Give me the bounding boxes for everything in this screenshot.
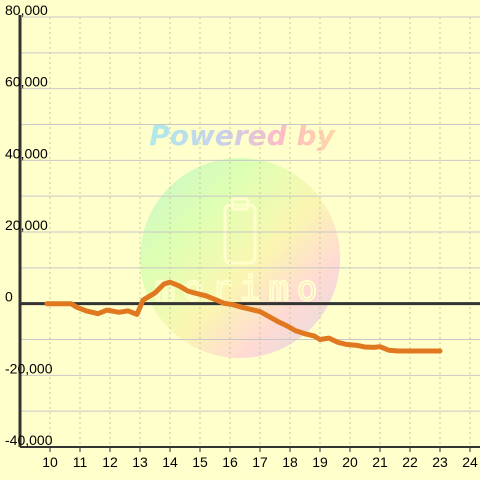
axes: [18, 15, 480, 452]
y-tick-label: -20,000: [5, 360, 53, 376]
x-tick-label: 14: [162, 454, 178, 470]
x-tick-label: 15: [192, 454, 208, 470]
y-tick-label: 60,000: [5, 74, 48, 90]
watermark-device-icon: [223, 203, 257, 265]
y-tick-label: 0: [5, 289, 13, 305]
watermark-text: Powered by: [149, 119, 336, 152]
x-tick-label: 17: [252, 454, 268, 470]
x-tick-label: 10: [42, 454, 58, 470]
y-tick-label: 40,000: [5, 145, 48, 161]
x-tick-label: 12: [102, 454, 118, 470]
watermark-device-top: [230, 197, 250, 211]
x-tick-label: 21: [372, 454, 388, 470]
tick-labels: 80,000 60,000 40,000 20,000 0 -20,000 -40,000 1…: [5, 2, 478, 470]
y-tick-label: 80,000: [5, 2, 48, 18]
x-tick-label: 19: [312, 454, 328, 470]
x-tick-label: 11: [73, 454, 88, 470]
x-tick-label: 20: [342, 454, 358, 470]
x-tick-label: 23: [432, 454, 448, 470]
x-tick-label: 18: [282, 454, 298, 470]
x-tick-label: 16: [222, 454, 238, 470]
x-tick-label: 22: [402, 454, 418, 470]
y-tick-label: -40,000: [5, 432, 53, 448]
series-group: [44, 279, 443, 354]
series-line: [44, 279, 443, 354]
x-tick-label: 24: [462, 454, 478, 470]
x-tick-label: 13: [132, 454, 148, 470]
y-tick-label: 20,000: [5, 217, 48, 233]
